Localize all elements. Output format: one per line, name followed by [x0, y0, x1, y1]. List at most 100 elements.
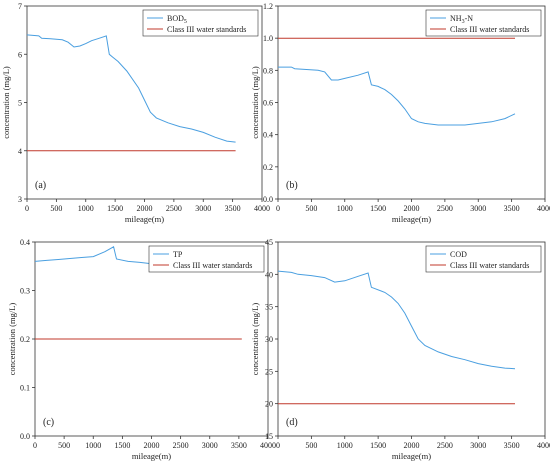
y-axis-label: concentration (mg/L) [250, 303, 260, 376]
x-tick-label: 1000 [85, 441, 101, 450]
x-tick-label: 2000 [144, 441, 160, 450]
legend-series-subscript: 5 [184, 19, 187, 25]
legend-series-name: COD [450, 250, 467, 259]
y-tick-label: 0.2 [263, 163, 273, 172]
x-tick-label: 4000 [537, 441, 550, 450]
x-tick-label: 1500 [114, 441, 130, 450]
x-tick-label: 1000 [337, 204, 353, 213]
legend: TP Class III water standards [148, 245, 265, 273]
x-tick-label: 2500 [173, 441, 189, 450]
legend-series-label: NH3-N [450, 14, 473, 25]
x-tick-label: 3500 [504, 441, 520, 450]
chart-panel-1: 0 500 1000 1500 2000 2500 3000 3500 4000 3 4 5 6 7 mil… [1, 2, 270, 224]
y-tick-label: 0.6 [263, 99, 273, 108]
legend-standard-label: Class III water standards [450, 261, 529, 270]
legend-box [142, 9, 259, 37]
y-tick-label: 0.0 [263, 195, 273, 204]
x-tick-label: 2500 [437, 204, 453, 213]
legend-box [148, 245, 265, 273]
x-axis-label: mileage(m) [132, 451, 171, 461]
chart-panel-4: 0500100015002000250030003500400015202530… [250, 238, 550, 461]
x-tick-label: 3000 [202, 441, 218, 450]
series-line [26, 34, 236, 143]
y-axis-label: concentration (mg/L) [1, 66, 11, 139]
legend-series-name: NH [450, 14, 462, 23]
x-tick-label: 1000 [78, 204, 94, 213]
legend: COD Class III water standards [425, 245, 542, 273]
y-tick-label: 40 [265, 270, 273, 279]
y-tick-label: 0.3 [20, 287, 30, 296]
x-tick-label: 4000 [260, 441, 276, 450]
y-tick-label: 35 [265, 303, 273, 312]
chart-panel-3: 0 500 1000 1500 2000 2500 3000 3500 4000 0.0 0.1 0.… [7, 238, 276, 461]
chart-panel-2: 050010001500200025003000350040000.00.20.… [250, 2, 550, 224]
x-tick-label: 0 [33, 441, 37, 450]
x-tick-label: 500 [305, 204, 317, 213]
x-tick-label: 0 [276, 204, 280, 213]
x-axis-label: mileage(m) [125, 214, 164, 224]
x-tick-label: 0 [25, 204, 29, 213]
x-axis-label: mileage(m) [392, 214, 431, 224]
x-tick-label: 3500 [225, 204, 241, 213]
x-tick-label: 500 [58, 441, 70, 450]
x-tick-label: 500 [305, 441, 317, 450]
x-tick-label: 1500 [107, 204, 123, 213]
legend-box [425, 245, 542, 273]
y-tick-label: 0.2 [20, 335, 30, 344]
x-tick-label: 1500 [370, 441, 386, 450]
x-tick-label: 3500 [504, 204, 520, 213]
x-tick-label: 4000 [254, 204, 270, 213]
x-tick-label: 2000 [137, 204, 153, 213]
y-tick-label: 0.8 [263, 66, 273, 75]
y-axis-label: concentration (mg/L) [250, 66, 260, 139]
y-tick-label: 45 [265, 238, 273, 247]
y-tick-label: 1.0 [263, 34, 273, 43]
x-axis-label: mileage(m) [392, 451, 431, 461]
y-tick-label: 6 [18, 50, 22, 59]
y-tick-label: 20 [265, 400, 273, 409]
legend-series-label: TP [173, 250, 183, 259]
y-tick-label: 0.4 [263, 131, 273, 140]
series-line [278, 66, 516, 126]
legend-series-suffix: -N [465, 14, 474, 23]
panel-label: (c) [43, 417, 54, 428]
y-tick-label: 3 [18, 195, 22, 204]
y-tick-label: 7 [18, 2, 22, 11]
panel-label: (b) [286, 180, 298, 191]
y-tick-label: 4 [18, 147, 22, 156]
y-tick-label: 1.2 [263, 2, 273, 11]
x-tick-label: 4000 [537, 204, 550, 213]
x-tick-label: 500 [50, 204, 62, 213]
y-tick-label: 25 [265, 367, 273, 376]
legend-box [425, 9, 542, 37]
x-tick-label: 3500 [231, 441, 247, 450]
x-tick-label: 2500 [166, 204, 182, 213]
series-line [277, 270, 516, 370]
x-tick-label: 0 [276, 441, 280, 450]
legend-standard-label: Class III water standards [450, 25, 529, 34]
legend-series-subscript: 3 [462, 19, 465, 25]
y-axis-label: concentration (mg/L) [7, 303, 17, 376]
x-tick-label: 3000 [195, 204, 211, 213]
x-tick-label: 2000 [404, 204, 420, 213]
x-tick-label: 2000 [404, 441, 420, 450]
y-tick-label: 0.4 [20, 238, 30, 247]
legend-standard-label: Class III water standards [173, 261, 252, 270]
y-tick-label: 30 [265, 335, 273, 344]
legend-series-label: COD [450, 250, 467, 259]
x-tick-label: 3000 [470, 441, 486, 450]
panel-label: (a) [35, 180, 46, 191]
x-tick-label: 2500 [437, 441, 453, 450]
y-tick-label: 5 [18, 99, 22, 108]
x-tick-label: 1000 [337, 441, 353, 450]
y-tick-label: 0.0 [20, 432, 30, 441]
x-tick-label: 3000 [470, 204, 486, 213]
panel-label: (d) [286, 417, 298, 428]
x-tick-label: 1500 [370, 204, 386, 213]
legend-standard-label: Class III water standards [167, 25, 246, 34]
legend-series-name: BOD [167, 14, 184, 23]
y-tick-label: 0.1 [20, 384, 30, 393]
